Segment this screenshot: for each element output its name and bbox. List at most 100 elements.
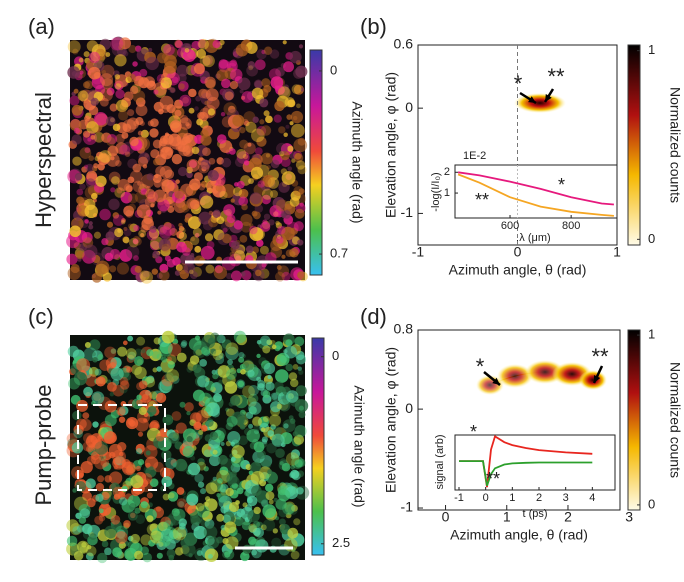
tissue — [209, 431, 219, 441]
inset-y-label: -log(I/I₀) — [430, 172, 442, 211]
tissue — [189, 235, 200, 246]
tissue — [205, 482, 218, 495]
tissue — [73, 372, 88, 386]
tissue — [184, 402, 194, 412]
tissue — [294, 208, 305, 219]
tissue — [265, 483, 274, 492]
tissue — [204, 418, 214, 427]
tissue — [109, 265, 117, 273]
tissue — [159, 535, 171, 547]
tissue — [120, 380, 130, 390]
tissue — [255, 269, 262, 277]
tissue — [275, 199, 289, 212]
tissue — [212, 40, 221, 49]
tissue — [144, 196, 156, 208]
tissue — [263, 46, 273, 55]
tissue — [260, 175, 272, 187]
tissue — [107, 145, 119, 157]
tissue — [78, 516, 87, 524]
tissue — [291, 504, 298, 512]
tissue — [200, 424, 208, 432]
tissue — [242, 361, 250, 369]
tissue — [219, 190, 228, 200]
tissue — [265, 491, 275, 501]
tissue — [84, 342, 91, 348]
density-arc — [476, 360, 607, 395]
tissue — [276, 142, 288, 155]
tissue — [157, 210, 162, 215]
tissue — [189, 269, 194, 275]
tissue — [176, 230, 185, 239]
tissue — [252, 116, 259, 123]
tissue — [261, 262, 267, 268]
tissue — [97, 353, 104, 361]
tissue — [143, 76, 156, 88]
x-tick-label: 3 — [563, 492, 569, 504]
x-tick-label: 1 — [509, 492, 515, 504]
tissue — [137, 156, 149, 167]
tissue — [129, 170, 143, 183]
tissue — [161, 243, 171, 253]
tissue — [217, 478, 223, 484]
tissue — [232, 186, 243, 197]
tissue — [189, 178, 201, 191]
tissue — [76, 358, 91, 373]
tissue — [281, 171, 296, 185]
panel-label: (b) — [360, 14, 387, 39]
tissue — [165, 457, 177, 470]
tissue — [94, 155, 100, 162]
tissue — [225, 487, 234, 497]
tissue — [174, 39, 183, 48]
tissue — [115, 89, 125, 99]
tissue — [108, 198, 120, 211]
tissue — [248, 423, 254, 429]
tissue — [168, 530, 182, 544]
tissue — [104, 525, 117, 539]
tissue — [105, 357, 117, 369]
tissue — [205, 496, 211, 502]
tissue — [200, 180, 208, 188]
tissue — [204, 233, 214, 242]
tissue — [222, 233, 232, 244]
tissue — [272, 528, 278, 534]
panel-title: Hyperspectral — [31, 92, 56, 228]
tissue — [293, 153, 304, 163]
tissue — [242, 502, 248, 508]
tissue — [240, 221, 252, 233]
tissue — [222, 514, 232, 524]
tissue — [128, 203, 136, 212]
tissue — [188, 107, 195, 114]
tissue — [161, 476, 173, 487]
tissue — [251, 549, 258, 556]
tissue — [227, 430, 241, 445]
tissue — [69, 95, 80, 106]
tissue — [251, 87, 264, 100]
tissue — [253, 441, 265, 453]
tissue — [76, 196, 85, 205]
tissue — [186, 171, 193, 179]
y-axis-label: Elevation angle, φ (rad) — [383, 347, 399, 493]
tissue — [263, 362, 276, 375]
tissue — [71, 134, 82, 145]
arrow-head — [593, 375, 601, 383]
tissue — [72, 526, 81, 535]
tissue — [184, 47, 190, 53]
tissue — [242, 153, 249, 160]
x-tick-label: 1 — [613, 244, 621, 260]
tissue — [119, 144, 131, 156]
tissue — [91, 192, 98, 200]
tissue — [218, 352, 225, 359]
tissue — [229, 68, 243, 82]
tissue — [117, 346, 128, 357]
tissue — [95, 175, 107, 187]
tissue — [274, 341, 284, 350]
tissue — [189, 271, 198, 280]
tissue — [123, 520, 131, 528]
tissue — [295, 65, 308, 78]
tissue — [134, 507, 141, 514]
tissue — [284, 538, 298, 552]
y-tick-label: 1 — [444, 187, 450, 199]
tissue — [173, 115, 179, 121]
tissue — [274, 516, 280, 521]
tissue — [262, 390, 271, 398]
